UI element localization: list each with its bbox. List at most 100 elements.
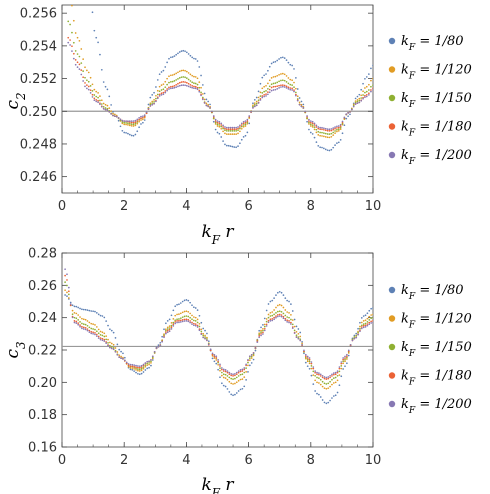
data-point	[94, 328, 96, 331]
data-point	[250, 362, 253, 364]
data-point	[168, 325, 171, 327]
data-point	[284, 309, 287, 311]
data-point	[123, 359, 126, 362]
data-point	[230, 377, 233, 380]
data-point	[125, 122, 127, 124]
data-point	[140, 117, 142, 120]
series-4	[64, 268, 373, 379]
data-point	[150, 359, 152, 361]
data-point	[241, 387, 244, 390]
data-point	[310, 374, 313, 377]
data-point	[254, 349, 257, 352]
data-point	[220, 136, 223, 138]
data-point	[66, 273, 68, 276]
data-point	[299, 339, 302, 342]
data-point	[233, 133, 236, 135]
data-point	[303, 352, 305, 355]
data-point	[93, 94, 96, 96]
data-point	[355, 334, 358, 337]
data-point	[71, 316, 74, 319]
data-point	[80, 62, 83, 64]
data-point	[327, 401, 330, 404]
data-point	[67, 286, 70, 289]
data-point	[178, 84, 181, 87]
data-point	[295, 334, 298, 337]
data-point	[336, 370, 339, 372]
data-point	[93, 97, 96, 100]
y-tick-label: 0.24	[28, 311, 57, 326]
data-point	[153, 350, 156, 353]
data-point	[282, 294, 285, 296]
data-point	[202, 336, 205, 339]
data-point	[246, 120, 249, 122]
data-point	[176, 313, 178, 316]
data-point	[290, 318, 292, 321]
data-point	[187, 85, 190, 88]
data-point	[278, 87, 280, 89]
data-point	[77, 319, 80, 321]
data-point	[230, 382, 233, 385]
data-point	[168, 81, 170, 84]
data-point	[241, 373, 244, 376]
data-point	[72, 41, 75, 44]
data-point	[362, 97, 364, 100]
data-point	[356, 98, 359, 101]
data-point	[120, 350, 122, 353]
data-point	[196, 83, 199, 86]
data-point	[360, 324, 363, 327]
data-point	[198, 322, 201, 325]
legend-label: kF = 1/80	[401, 283, 464, 302]
data-point	[239, 126, 241, 128]
data-point	[336, 379, 339, 382]
data-point	[259, 99, 262, 101]
data-point	[164, 66, 167, 68]
data-point	[235, 126, 238, 129]
data-point	[365, 76, 368, 78]
data-point	[193, 316, 195, 318]
data-point	[253, 102, 256, 104]
data-point	[231, 145, 234, 148]
data-point	[309, 125, 312, 127]
data-point	[191, 318, 193, 321]
data-point	[224, 373, 227, 376]
data-point	[366, 321, 369, 323]
data-point	[133, 370, 135, 372]
data-point	[259, 82, 262, 85]
data-point	[229, 128, 232, 131]
data-point	[332, 128, 335, 131]
data-point	[324, 127, 327, 130]
data-point	[319, 131, 321, 134]
data-point	[117, 117, 120, 119]
data-point	[228, 373, 231, 376]
data-point	[198, 90, 201, 93]
data-point	[221, 368, 223, 371]
data-point	[194, 323, 197, 325]
data-point	[360, 97, 363, 99]
data-point	[312, 383, 315, 385]
data-point	[329, 376, 331, 379]
data-point	[298, 97, 301, 99]
data-point	[130, 123, 133, 126]
data-point	[128, 122, 131, 125]
data-point	[137, 366, 139, 369]
data-point	[222, 127, 224, 130]
data-point	[332, 134, 335, 137]
data-point	[185, 77, 188, 80]
data-point	[137, 372, 139, 375]
data-point	[81, 317, 83, 320]
data-point	[131, 367, 134, 369]
data-point	[166, 320, 169, 322]
data-point	[370, 307, 372, 310]
data-point	[248, 122, 251, 125]
data-point	[130, 124, 133, 127]
data-point	[347, 349, 350, 352]
data-point	[258, 329, 261, 332]
data-point	[280, 79, 282, 82]
data-point	[77, 306, 80, 309]
data-point	[281, 72, 284, 75]
data-point	[280, 304, 283, 307]
data-point	[232, 378, 234, 380]
data-point	[343, 116, 346, 119]
data-point	[244, 123, 247, 126]
data-point	[293, 90, 295, 93]
